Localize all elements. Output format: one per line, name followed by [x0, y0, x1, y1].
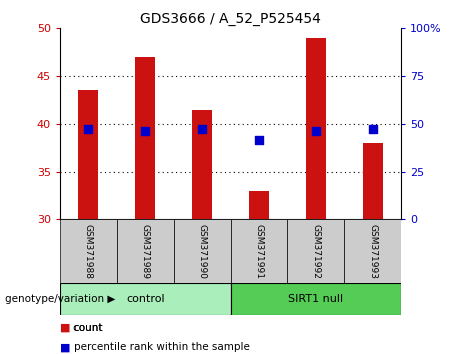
Text: GSM371988: GSM371988 — [84, 224, 93, 279]
Text: count: count — [74, 323, 103, 333]
Text: GSM371990: GSM371990 — [198, 224, 207, 279]
Text: GSM371992: GSM371992 — [311, 224, 320, 279]
Point — [142, 128, 149, 133]
Text: GSM371989: GSM371989 — [141, 224, 150, 279]
Bar — [192, 110, 212, 219]
Bar — [135, 57, 155, 219]
Bar — [249, 191, 269, 219]
Text: ■ count: ■ count — [60, 323, 102, 333]
Bar — [117, 219, 174, 283]
Bar — [174, 219, 230, 283]
Text: percentile rank within the sample: percentile rank within the sample — [74, 342, 250, 352]
Point — [312, 128, 319, 133]
Bar — [230, 219, 287, 283]
Text: SIRT1 null: SIRT1 null — [288, 294, 343, 304]
Point — [198, 126, 206, 132]
Bar — [306, 38, 326, 219]
Text: genotype/variation ▶: genotype/variation ▶ — [5, 294, 115, 304]
Bar — [60, 283, 230, 315]
Point — [369, 126, 376, 132]
Text: control: control — [126, 294, 165, 304]
Bar — [287, 219, 344, 283]
Bar — [363, 143, 383, 219]
Bar — [60, 219, 117, 283]
Point — [85, 126, 92, 132]
Bar — [78, 91, 98, 219]
Bar — [344, 219, 401, 283]
Bar — [230, 283, 401, 315]
Text: ■: ■ — [60, 342, 71, 352]
Title: GDS3666 / A_52_P525454: GDS3666 / A_52_P525454 — [140, 12, 321, 26]
Text: GSM371991: GSM371991 — [254, 224, 263, 279]
Point — [255, 137, 263, 143]
Text: GSM371993: GSM371993 — [368, 224, 377, 279]
Text: ■: ■ — [60, 323, 71, 333]
